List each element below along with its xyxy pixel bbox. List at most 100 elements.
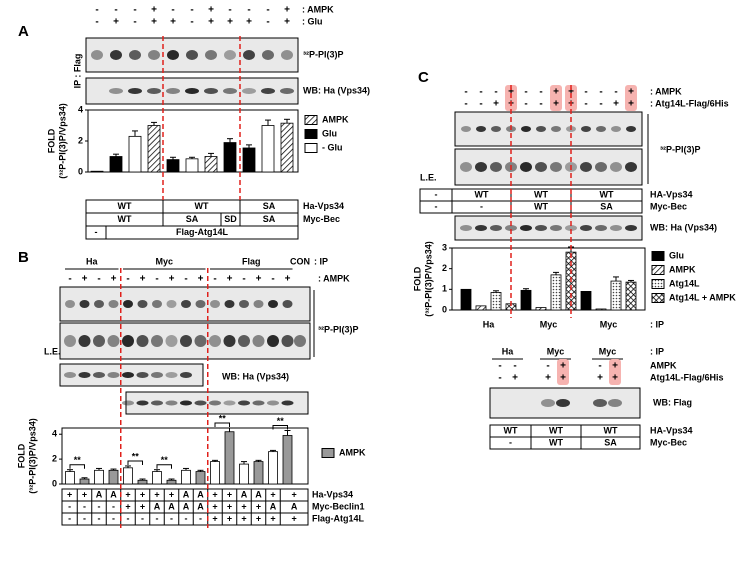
row-label: : Atg14L-Flag/6His	[650, 98, 729, 108]
sign: +	[612, 361, 618, 372]
band	[475, 162, 487, 172]
table-cell: SA	[263, 214, 276, 224]
band	[166, 88, 180, 94]
table-cell: +	[256, 513, 261, 523]
table-cell: A	[197, 489, 204, 499]
band	[294, 335, 306, 347]
sign: +	[227, 17, 233, 28]
table-cell: +	[169, 489, 174, 499]
sign: -	[266, 17, 269, 28]
annotation: **	[161, 455, 169, 465]
sign: -	[614, 87, 617, 98]
band	[224, 50, 236, 60]
sign: -	[464, 99, 467, 110]
band	[581, 126, 591, 132]
band	[475, 225, 487, 231]
band	[209, 400, 221, 406]
band	[108, 300, 119, 308]
sign: +	[151, 17, 157, 28]
sign: +	[568, 87, 574, 98]
sign: -	[584, 87, 587, 98]
sign: -	[599, 99, 602, 110]
sign: +	[208, 17, 214, 28]
bar	[123, 467, 133, 485]
band	[165, 400, 178, 406]
legend-swatch	[304, 143, 318, 153]
y-axis-label: FOLD	[46, 128, 56, 153]
band	[535, 225, 547, 231]
bar	[79, 478, 90, 485]
sign: -	[498, 361, 501, 372]
y-tick-label: 0	[52, 478, 57, 488]
band	[460, 162, 472, 172]
band	[194, 335, 207, 347]
band	[611, 126, 621, 132]
table-cell: A	[110, 489, 117, 499]
table-cell: -	[112, 513, 115, 523]
sign: -	[479, 87, 482, 98]
band	[93, 372, 105, 378]
bar	[109, 156, 123, 173]
band	[78, 372, 91, 378]
band	[137, 300, 148, 308]
sign: +	[169, 274, 175, 285]
band	[610, 162, 622, 172]
table-cell: -	[83, 501, 86, 511]
table-cell: WT	[504, 425, 518, 435]
table-row	[85, 225, 299, 240]
row-label: AMPK	[650, 360, 677, 370]
table-row	[489, 436, 641, 450]
sign: -	[524, 99, 527, 110]
sign: -	[498, 373, 501, 384]
bar	[152, 471, 162, 485]
annotation: **	[277, 416, 285, 426]
blot-label: WB: Flag	[653, 397, 692, 407]
ip-label: CON	[290, 256, 310, 266]
band	[122, 335, 134, 347]
band	[521, 126, 531, 132]
table-cell: A	[183, 489, 190, 499]
ip-label: : IP	[650, 319, 664, 329]
band	[165, 372, 178, 378]
bar	[223, 142, 237, 173]
table-cell: -	[141, 513, 144, 523]
table-cell: -	[68, 501, 71, 511]
blot-label: WB: Ha (Vps34)	[303, 85, 370, 95]
legend-label: Glu	[322, 128, 337, 138]
table-cell: WT	[549, 437, 563, 447]
band	[186, 50, 198, 60]
annotation: **	[219, 413, 227, 423]
significance-bracket	[272, 424, 288, 430]
table-cell: WT	[534, 189, 548, 199]
blot-label: ³²P-PI(3)P	[303, 49, 344, 59]
table-cell: -	[98, 501, 101, 511]
table-cell: A	[270, 501, 277, 511]
ip-label: Ha	[483, 319, 495, 329]
band	[94, 300, 104, 308]
band	[238, 335, 250, 347]
table-cell: WT	[604, 425, 618, 435]
highlight	[625, 85, 637, 111]
legend-swatch	[651, 279, 665, 289]
band	[79, 300, 90, 308]
table-cell: A	[291, 501, 298, 511]
sign: -	[524, 87, 527, 98]
legend-swatch	[304, 129, 318, 139]
table-cell: +	[270, 513, 275, 523]
band	[580, 225, 592, 231]
legend-swatch	[651, 265, 665, 275]
band	[136, 335, 149, 347]
legend-label: - Glu	[322, 142, 343, 152]
table-cell: +	[291, 489, 296, 499]
sign: +	[553, 87, 559, 98]
sign: -	[546, 361, 549, 372]
table-cell: -	[509, 437, 512, 447]
bar	[108, 469, 119, 485]
sign: -	[584, 99, 587, 110]
bar	[239, 463, 249, 485]
band	[520, 225, 532, 231]
band	[151, 335, 163, 347]
sign: +	[512, 373, 518, 384]
band	[223, 88, 237, 94]
table-cell: +	[154, 489, 159, 499]
